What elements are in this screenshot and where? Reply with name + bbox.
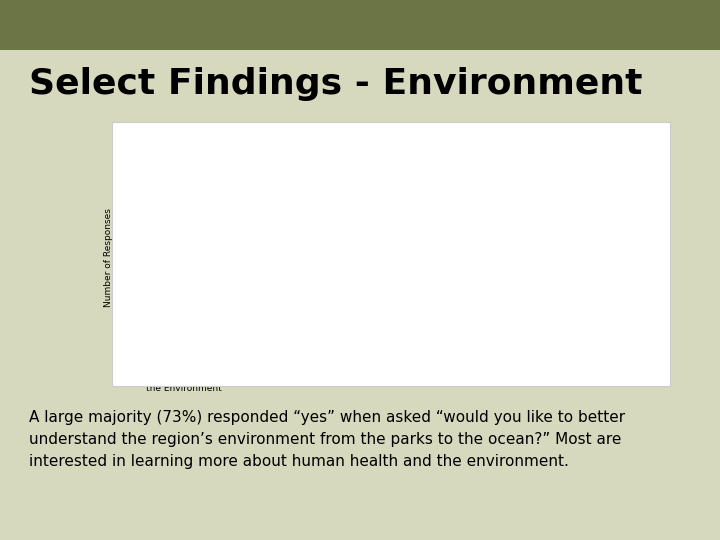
Text: A large majority (73%) responded “yes” when asked “would you like to better
unde: A large majority (73%) responded “yes” w… [29,410,625,469]
Bar [246,302,294,370]
Title: Environmental Issues BH Visitors Would Like to Learn About (n=252): Environmental Issues BH Visitors Would L… [210,131,590,141]
Bar [505,314,553,370]
Bar [592,340,639,370]
Bar [419,310,467,370]
Text: Select Findings - Environment: Select Findings - Environment [29,67,642,100]
Y-axis label: Number of Responses: Number of Responses [104,208,113,307]
Bar [160,179,207,370]
Bar [333,306,380,370]
